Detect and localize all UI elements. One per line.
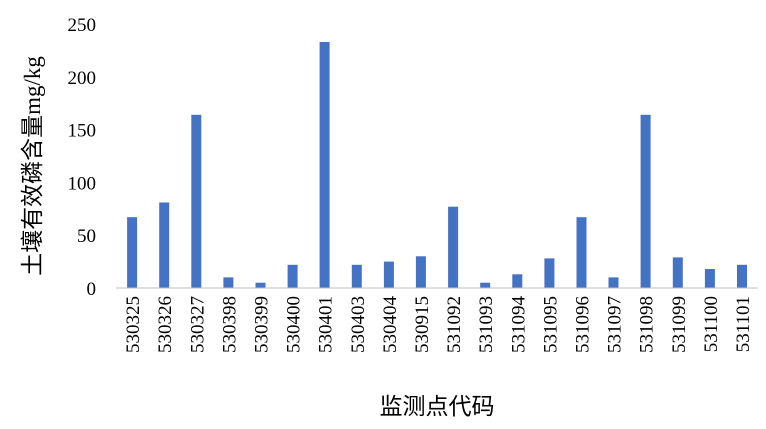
bar <box>415 256 426 288</box>
x-tick-label: 531100 <box>701 296 722 352</box>
x-tick-label: 530326 <box>155 296 176 353</box>
bar <box>737 264 747 288</box>
x-tick-label: 531096 <box>573 296 594 353</box>
x-tick-label: 531097 <box>605 296 626 353</box>
x-tick-label: 530401 <box>316 296 337 353</box>
y-tick-label: 200 <box>68 68 97 89</box>
bar <box>383 261 394 288</box>
bar <box>640 114 651 288</box>
bar <box>223 277 234 288</box>
y-tick-label: 0 <box>87 279 97 300</box>
x-axis-label: 监测点代码 <box>380 394 495 419</box>
y-tick-label: 250 <box>68 15 97 36</box>
y-tick-label: 50 <box>77 226 96 247</box>
y-tick-label: 150 <box>68 121 97 142</box>
x-tick-label: 530403 <box>348 296 369 353</box>
x-tick-label: 530398 <box>219 296 240 353</box>
bar-series <box>127 42 747 288</box>
x-tick-label: 530399 <box>252 296 273 353</box>
bar <box>576 217 587 288</box>
x-tick-label: 531101 <box>733 296 754 352</box>
bar <box>351 264 362 288</box>
x-tick-label: 530325 <box>123 296 144 353</box>
y-tick-label: 100 <box>68 173 97 194</box>
x-tick-label: 530915 <box>412 296 433 353</box>
bar <box>191 114 202 288</box>
bar <box>544 258 555 288</box>
x-axis-ticks: 530325 530326 530327 530398 530399 530400 5304… <box>123 296 754 354</box>
x-tick-label: 530400 <box>284 296 305 353</box>
x-tick-label: 531092 <box>444 296 465 353</box>
bar <box>704 269 715 288</box>
x-tick-label: 531099 <box>669 296 690 353</box>
x-tick-label: 531095 <box>540 296 561 353</box>
y-axis-label: 土壤有效磷含量mg/kg <box>20 56 45 276</box>
x-tick-label: 530327 <box>187 296 208 353</box>
bar <box>608 277 619 288</box>
x-tick-label: 531098 <box>637 296 658 353</box>
bar <box>448 206 459 288</box>
bar <box>159 202 170 288</box>
bar <box>512 274 523 288</box>
bar <box>255 282 266 288</box>
x-tick-label: 530404 <box>380 296 401 354</box>
x-tick-label: 531093 <box>476 296 497 353</box>
x-tick-label: 531094 <box>508 296 529 354</box>
bar <box>287 264 298 288</box>
bar <box>480 282 491 288</box>
bar <box>319 42 330 288</box>
bar <box>672 257 683 288</box>
y-axis-ticks: 0 50 100 150 200 250 <box>68 15 97 300</box>
bar <box>127 217 138 288</box>
